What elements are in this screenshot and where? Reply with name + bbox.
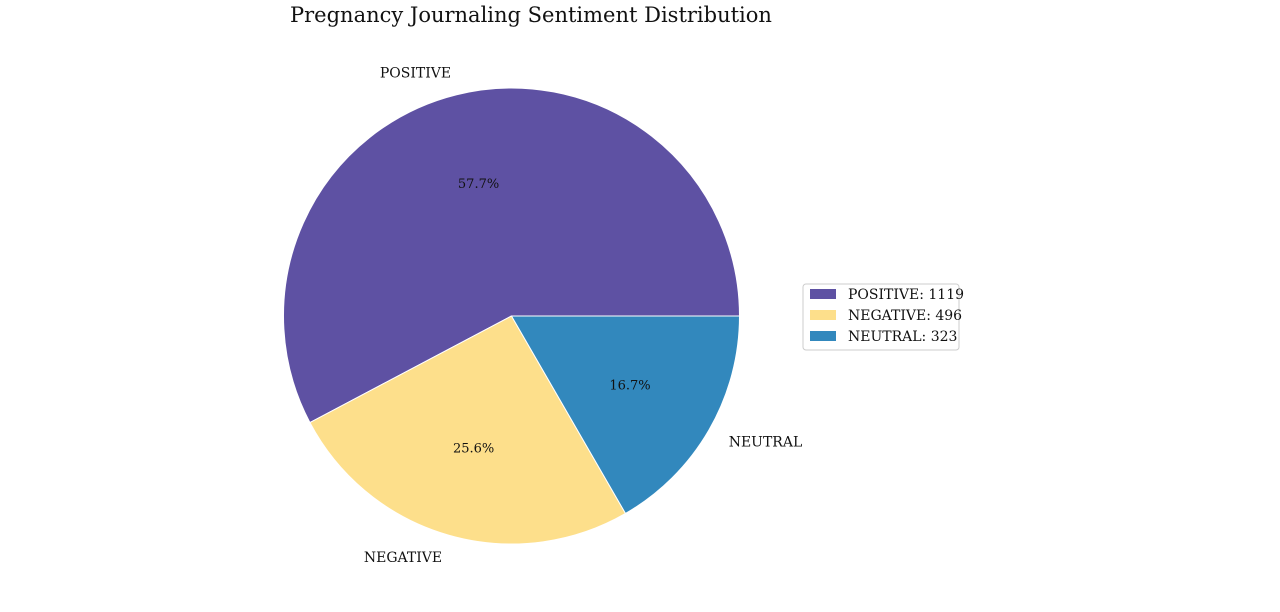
legend-entry-negative: NEGATIVE: 496 — [848, 308, 962, 324]
percent-label-neutral: 16.7% — [609, 378, 650, 393]
slice-label-neutral: NEUTRAL — [729, 434, 803, 450]
legend-entry-neutral: NEUTRAL: 323 — [848, 329, 957, 345]
pie-slice-negative — [309, 315, 627, 545]
slice-label-negative: NEGATIVE — [364, 550, 442, 566]
percent-label-positive: 57.7% — [458, 177, 499, 192]
legend-box — [802, 283, 960, 351]
legend-entry-positive: POSITIVE: 1119 — [848, 287, 964, 303]
chart-title: Pregnancy Journaling Sentiment Distribut… — [290, 3, 772, 27]
pie-slice-neutral — [510, 315, 741, 515]
slice-label-positive: POSITIVE — [380, 66, 451, 82]
legend-swatch-positive — [810, 289, 836, 299]
legend-swatch-negative — [810, 310, 836, 320]
legend: POSITIVE: 1119 NEGATIVE: 496 NEUTRAL: 323 — [802, 283, 964, 351]
pie-slices — [283, 87, 741, 545]
percent-label-negative: 25.6% — [453, 441, 494, 456]
pie-labels: POSITIVE 57.7% NEGATIVE 25.6% NEUTRAL 16.7% — [364, 66, 802, 566]
legend-swatch-neutral — [810, 331, 836, 341]
pie-slice-positive — [283, 87, 741, 424]
